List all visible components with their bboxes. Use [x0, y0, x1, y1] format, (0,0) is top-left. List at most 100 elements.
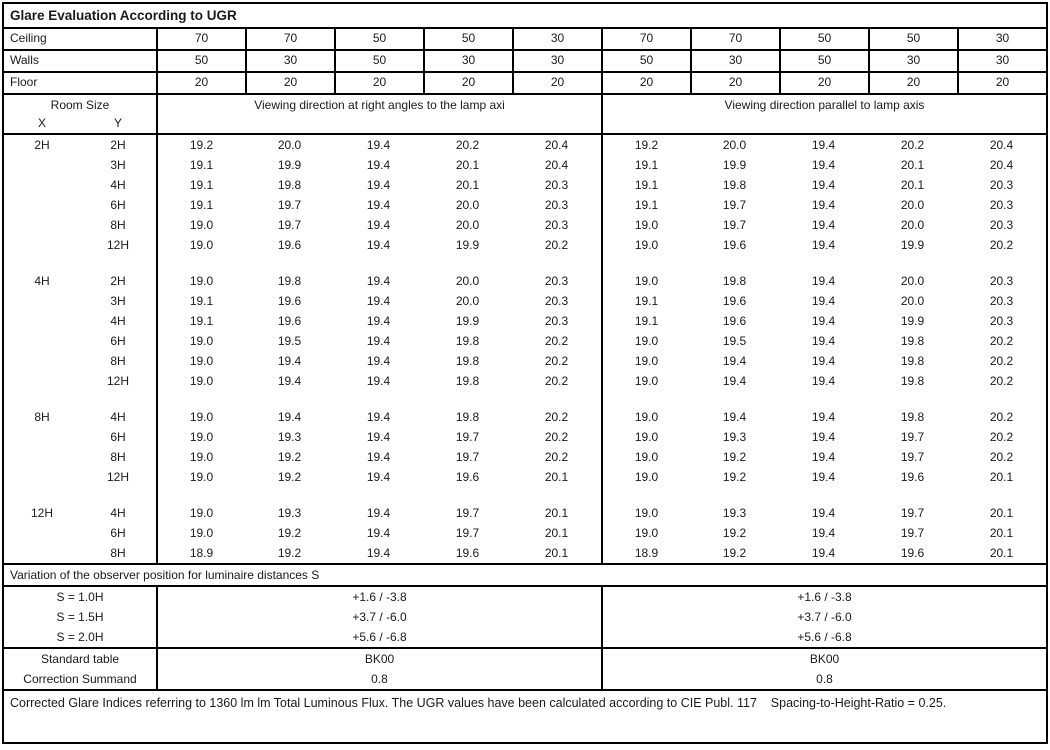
floor-row: Floor 20 20 20 20 20 20 20 20 20 20	[4, 73, 1046, 95]
spacer-cell	[156, 391, 245, 407]
ugr-value-cell: 20.0	[900, 294, 925, 308]
ugr-value-cell: 20.0	[455, 294, 480, 308]
footer-note: Corrected Glare Indices referring to 136…	[10, 696, 947, 710]
ugr-value-cell: 19.4	[811, 430, 836, 444]
ugr-value-cell: 19.5	[277, 334, 302, 348]
room-y-label: 6H	[110, 526, 126, 540]
ugr-value-cell: 20.2	[989, 410, 1014, 424]
ugr-value-cell: 20.3	[544, 218, 569, 232]
ugr-value-cell: 19.7	[455, 526, 480, 540]
spacer-cell	[779, 255, 868, 271]
ugr-value-cell: 19.8	[722, 274, 747, 288]
s-row: S = 1.5H +3.7 / -6.0 +3.7 / -6.0	[4, 607, 1046, 627]
spacer-cell	[690, 487, 779, 503]
column-header-row: Room Size X Y Viewing direction at right…	[4, 95, 1046, 135]
ugr-value-cell: 19.6	[900, 470, 925, 484]
ugr-value-cell: 19.5	[722, 334, 747, 348]
spacer-cell	[512, 391, 601, 407]
ugr-value-cell: 19.2	[722, 526, 747, 540]
ugr-value-cell: 20.3	[989, 198, 1014, 212]
ugr-value-cell: 19.0	[601, 331, 690, 351]
room-x-label	[4, 311, 80, 331]
ugr-value-cell: 19.7	[900, 430, 925, 444]
ugr-value-cell: 20.2	[989, 374, 1014, 388]
correction-summand-right: 0.8	[601, 669, 1046, 689]
room-y-label: 4H	[110, 178, 126, 192]
surface-value-cell: 20	[156, 73, 245, 93]
ugr-value-cell: 19.4	[366, 546, 391, 560]
room-y-label: 8H	[110, 218, 126, 232]
ugr-value-cell: 19.6	[900, 546, 925, 560]
spacer-cell	[868, 255, 957, 271]
ugr-value-cell: 19.8	[455, 410, 480, 424]
spacer-cell	[690, 391, 779, 407]
ugr-value-cell: 19.0	[601, 271, 690, 291]
standard-table-label: Standard table	[40, 652, 120, 666]
ugr-row: 8H 19.0 19.2 19.4 19.7 20.2 19.0 19.2 19.4 19.7 20…	[4, 447, 1046, 467]
s-distance-label: S = 2.0H	[56, 630, 104, 644]
spacer-cell	[423, 255, 512, 271]
ugr-value-cell: 19.1	[601, 291, 690, 311]
ugr-value-cell: 20.1	[544, 546, 569, 560]
room-x-label	[4, 371, 80, 391]
ugr-value-cell: 20.2	[989, 450, 1014, 464]
ugr-row: 8H 19.0 19.4 19.4 19.8 20.2 19.0 19.4 19.4 19.8 20…	[4, 351, 1046, 371]
room-x-label	[4, 175, 80, 195]
ugr-value-cell: 19.6	[277, 294, 302, 308]
spacer-cell	[690, 255, 779, 271]
room-x-label	[4, 291, 80, 311]
ugr-value-cell: 20.1	[900, 158, 925, 172]
surface-value-cell: 30	[690, 51, 779, 71]
surface-value-cell: 70	[156, 29, 245, 49]
room-x-label	[4, 543, 80, 563]
ugr-value-cell: 19.4	[366, 294, 391, 308]
ugr-value-cell: 20.1	[544, 470, 569, 484]
ugr-value-cell: 19.6	[455, 546, 480, 560]
spacer-cell	[334, 487, 423, 503]
ugr-value-cell: 19.4	[811, 450, 836, 464]
ugr-value-cell: 19.2	[156, 135, 245, 155]
ugr-value-cell: 19.1	[601, 311, 690, 331]
ugr-value-cell: 20.2	[989, 354, 1014, 368]
walls-label: Walls	[10, 53, 39, 67]
room-x-label	[4, 427, 80, 447]
ugr-value-cell: 19.0	[156, 407, 245, 427]
ugr-value-cell: 19.4	[366, 354, 391, 368]
ugr-value-cell: 20.0	[455, 274, 480, 288]
ugr-value-cell: 19.9	[722, 158, 747, 172]
room-x-label: 2H	[34, 138, 50, 152]
ugr-value-cell: 19.2	[601, 135, 690, 155]
ugr-value-cell: 19.0	[601, 523, 690, 543]
surface-value-cell: 20	[868, 73, 957, 93]
surface-value-cell: 50	[601, 51, 690, 71]
ugr-value-cell: 19.9	[900, 314, 925, 328]
ugr-value-cell: 19.0	[156, 503, 245, 523]
ugr-value-cell: 20.0	[900, 274, 925, 288]
ugr-value-cell: 19.1	[156, 195, 245, 215]
room-y-label: 2H	[110, 274, 126, 288]
ugr-value-cell: 20.4	[989, 158, 1014, 172]
spacer-cell	[156, 487, 245, 503]
ugr-value-cell: 20.3	[544, 274, 569, 288]
ugr-row: 3H 19.1 19.6 19.4 20.0 20.3 19.1 19.6 19.4 20.0 20…	[4, 291, 1046, 311]
ugr-row: 12H 19.0 19.4 19.4 19.8 20.2 19.0 19.4 19.4 19.8 2…	[4, 371, 1046, 391]
spacer-cell	[512, 255, 601, 271]
room-x-label	[4, 235, 80, 255]
ugr-value-cell: 20.2	[544, 374, 569, 388]
ugr-value-cell: 18.9	[156, 543, 245, 563]
surface-value-cell: 30	[512, 51, 601, 71]
surface-value-cell: 20	[423, 73, 512, 93]
s-variation-right: +3.7 / -6.0	[601, 607, 1046, 627]
walls-row: Walls 50 30 50 30 30 50 30 50 30 30	[4, 51, 1046, 73]
ugr-value-cell: 19.9	[455, 314, 480, 328]
spacer-cell	[868, 487, 957, 503]
room-y-label: 6H	[110, 430, 126, 444]
ugr-value-cell: 19.8	[277, 178, 302, 192]
ugr-value-cell: 20.3	[989, 294, 1014, 308]
room-y-label: 4H	[110, 506, 126, 520]
ugr-value-cell: 20.2	[544, 238, 569, 252]
ugr-value-cell: 19.0	[156, 271, 245, 291]
room-y-label: 4H	[110, 314, 126, 328]
spacer-cell	[4, 487, 80, 503]
